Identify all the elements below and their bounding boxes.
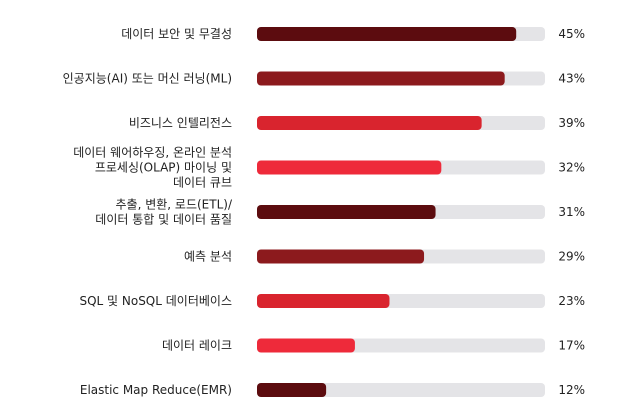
category-label-line: 데이터 큐브 (173, 176, 232, 190)
category-label-line: 데이터 보안 및 무결성 (121, 27, 232, 41)
bar (257, 249, 425, 264)
value-label: 23% (558, 294, 585, 308)
bar (257, 294, 390, 308)
category-label-line: SQL 및 NoSQL 데이터베이스 (79, 294, 232, 308)
category-label-line: Elastic Map Reduce(EMR) (80, 383, 232, 397)
value-label: 29% (558, 250, 585, 264)
bar-rows: 데이터 보안 및 무결성 45% 인공지능(AI) 또는 머신 러닝(ML) 43% 비… (63, 27, 585, 397)
category-label: SQL 및 NoSQL 데이터베이스 (79, 294, 232, 308)
category-label: 추출, 변환, 로드(ETL)/데이터 통합 및 데이터 품질 (95, 198, 233, 227)
value-label: 31% (558, 205, 585, 219)
category-label: Elastic Map Reduce(EMR) (80, 383, 232, 397)
category-label-line: 비즈니스 인텔리전스 (129, 116, 232, 130)
value-label: 32% (558, 161, 585, 175)
value-label: 45% (558, 27, 585, 41)
value-label: 17% (558, 339, 585, 353)
value-label: 39% (558, 116, 585, 130)
bar (257, 383, 327, 397)
bar (257, 27, 517, 41)
category-label: 데이터 레이크 (162, 339, 232, 353)
bar-track (257, 383, 545, 397)
category-label: 데이터 웨어하우징, 온라인 분석 프로세싱(OLAP) 마이닝 및 데이터 큐브 (73, 146, 232, 190)
category-label-line: 데이터 웨어하우징, 온라인 분석 (73, 146, 232, 160)
bar (257, 116, 482, 130)
category-label: 예측 분석 (184, 250, 232, 264)
bar (257, 338, 355, 353)
category-label-line: 추출, 변환, 로드(ETL)/ (115, 198, 232, 212)
value-label: 43% (558, 72, 585, 86)
category-label-line: 예측 분석 (184, 250, 232, 264)
bar (257, 160, 442, 175)
category-label: 비즈니스 인텔리전스 (129, 116, 232, 130)
category-label-line: 인공지능(AI) 또는 머신 러닝(ML) (63, 72, 232, 86)
category-label-line: 데이터 레이크 (162, 339, 232, 353)
value-label: 12% (558, 383, 585, 397)
bar (257, 205, 436, 219)
category-label: 인공지능(AI) 또는 머신 러닝(ML) (63, 72, 232, 86)
category-label-line: 데이터 통합 및 데이터 품질 (95, 213, 232, 227)
category-label: 데이터 보안 및 무결성 (121, 27, 232, 41)
category-label-line: 프로세싱(OLAP) 마이닝 및 (95, 161, 232, 175)
bar (257, 71, 505, 86)
